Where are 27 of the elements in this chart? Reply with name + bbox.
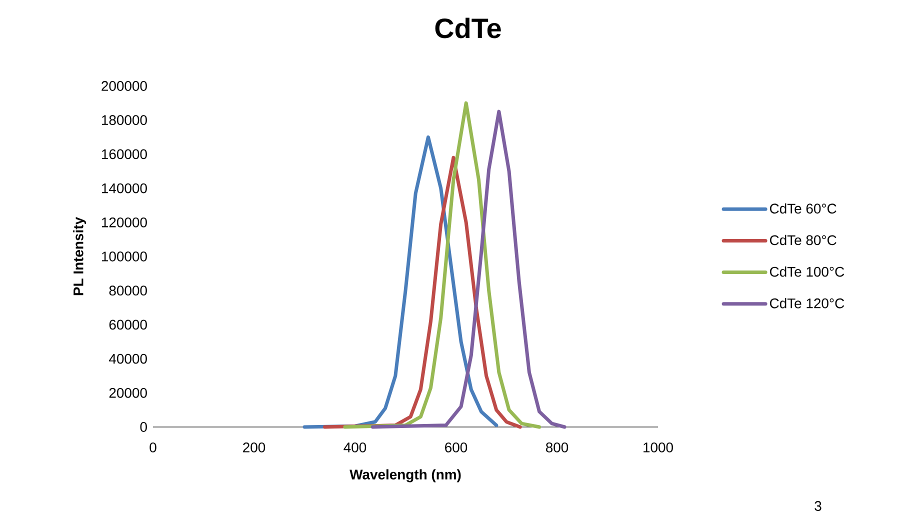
text: 3: [814, 501, 822, 511]
y-tick-label: 180000: [102, 115, 147, 126]
line-series: [370, 110, 566, 429]
chart-title: CdTe: [435, 18, 501, 38]
legend-label: CdTe 100°C: [770, 266, 844, 277]
y-tick-label: 100000: [102, 252, 147, 262]
y-tick-label: 200000: [102, 81, 147, 91]
y-tick-label: 40000: [109, 354, 147, 364]
x-axis-title: Wavelength (nm): [350, 469, 461, 482]
legend-label: CdTe 60°C: [770, 203, 836, 214]
y-tick-label: 60000: [109, 320, 147, 330]
x-tick-label: 1000: [644, 442, 673, 452]
y-tick-label: 120000: [102, 217, 147, 228]
x-tick-label: 0: [150, 442, 156, 452]
y-tick-label: 160000: [102, 149, 147, 160]
y-tick-label: 140000: [102, 183, 147, 194]
y-tick-label: 80000: [109, 286, 147, 296]
legend-label: CdTe 120°C: [770, 298, 844, 308]
x-tick-label: 200: [243, 442, 266, 452]
y-tick-label: 20000: [109, 388, 147, 398]
legend-label: CdTe 80°C: [770, 234, 836, 246]
y-axis-title: PL Intensity: [73, 217, 86, 296]
x-tick-label: 600: [445, 442, 468, 452]
x-tick-label: 800: [546, 442, 568, 452]
y-tick-label: 0: [140, 422, 147, 432]
line-series: [343, 101, 542, 429]
x-tick-label: 400: [344, 442, 366, 452]
